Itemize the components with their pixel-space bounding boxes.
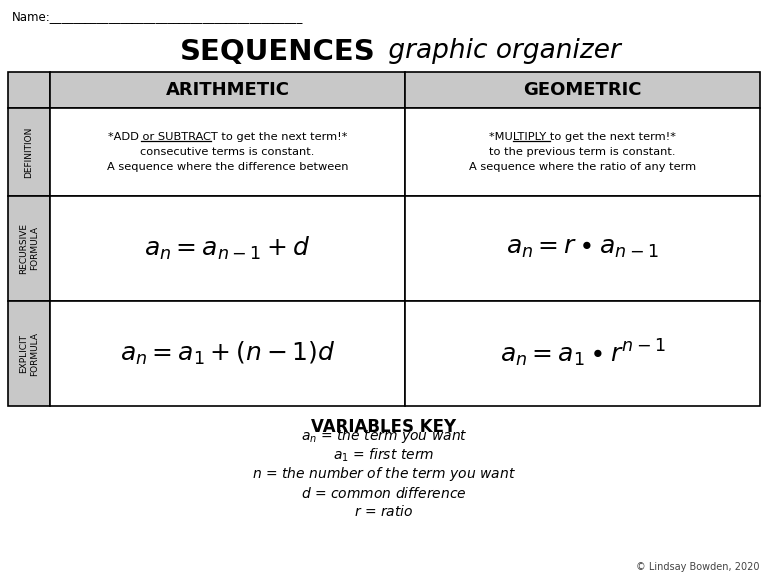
Bar bbox=[50, 108, 405, 196]
Text: $a_n = a_1 + (n-1)d$: $a_n = a_1 + (n-1)d$ bbox=[120, 340, 336, 367]
Text: consecutive terms is constant.: consecutive terms is constant. bbox=[141, 147, 315, 157]
Text: $a_1$ = first term: $a_1$ = first term bbox=[333, 446, 435, 464]
Text: $a_n = a_1 \bullet r^{n-1}$: $a_n = a_1 \bullet r^{n-1}$ bbox=[499, 338, 665, 369]
Bar bbox=[405, 301, 760, 406]
Text: ARITHMETIC: ARITHMETIC bbox=[165, 81, 290, 99]
Text: $a_n$ = the term you want: $a_n$ = the term you want bbox=[300, 427, 468, 445]
Bar bbox=[8, 108, 50, 196]
Text: *MULTIPLY to get the next term!*: *MULTIPLY to get the next term!* bbox=[489, 132, 676, 142]
Text: GEOMETRIC: GEOMETRIC bbox=[523, 81, 642, 99]
Bar bbox=[8, 72, 50, 108]
Bar bbox=[405, 72, 760, 108]
Bar bbox=[50, 72, 405, 108]
Text: SEQUENCES: SEQUENCES bbox=[180, 38, 376, 66]
Text: graphic organizer: graphic organizer bbox=[380, 38, 621, 64]
Text: A sequence where the ratio of any term: A sequence where the ratio of any term bbox=[469, 162, 696, 172]
Text: DEFINITION: DEFINITION bbox=[25, 126, 34, 177]
Text: A sequence where the difference between: A sequence where the difference between bbox=[107, 162, 348, 172]
Text: Name:___________________________________________: Name:___________________________________… bbox=[12, 10, 303, 23]
Bar bbox=[50, 301, 405, 406]
Text: © Lindsay Bowden, 2020: © Lindsay Bowden, 2020 bbox=[637, 562, 760, 572]
Text: EXPLICIT
FORMULA: EXPLICIT FORMULA bbox=[19, 332, 38, 376]
Bar bbox=[50, 196, 405, 301]
Bar bbox=[8, 196, 50, 301]
Bar bbox=[405, 196, 760, 301]
Text: $a_n = r \bullet a_{n-1}$: $a_n = r \bullet a_{n-1}$ bbox=[506, 237, 659, 260]
Text: $a_n = a_{n-1} + d$: $a_n = a_{n-1} + d$ bbox=[144, 235, 310, 262]
Bar bbox=[405, 108, 760, 196]
Text: $d$ = common difference: $d$ = common difference bbox=[301, 486, 467, 501]
Text: $r$ = ratio: $r$ = ratio bbox=[354, 505, 414, 520]
Text: *ADD or SUBTRACT to get the next term!*: *ADD or SUBTRACT to get the next term!* bbox=[108, 132, 347, 142]
Text: RECURSIVE
FORMULA: RECURSIVE FORMULA bbox=[19, 223, 38, 274]
Text: to the previous term is constant.: to the previous term is constant. bbox=[489, 147, 676, 157]
Text: $n$ = the number of the term you want: $n$ = the number of the term you want bbox=[252, 465, 516, 483]
Bar bbox=[8, 301, 50, 406]
Text: VARIABLES KEY: VARIABLES KEY bbox=[312, 418, 456, 436]
